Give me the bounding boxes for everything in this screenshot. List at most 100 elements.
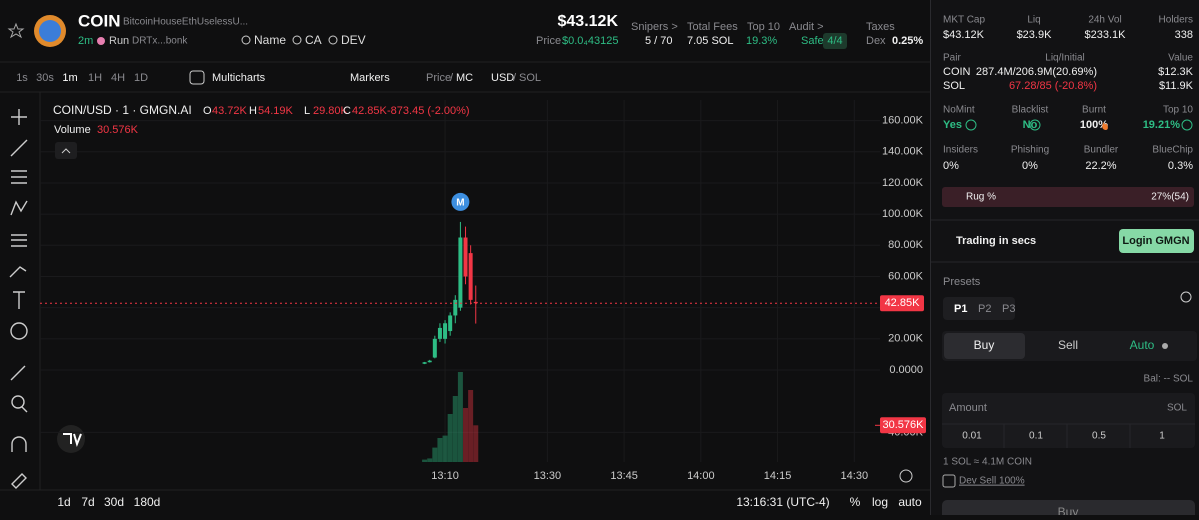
market-cap: $43.12K bbox=[558, 13, 619, 30]
quick-amount[interactable]: 0.01 bbox=[962, 431, 982, 442]
quick-amount[interactable]: 0.1 bbox=[1029, 431, 1043, 442]
scale-option[interactable]: auto bbox=[898, 495, 922, 509]
toggle-label[interactable]: Price bbox=[426, 72, 451, 84]
ohlc-value: 43.72K bbox=[212, 105, 248, 117]
x-tick-label: 14:15 bbox=[764, 470, 792, 482]
flag-label: Phishing bbox=[1011, 145, 1049, 156]
range-button[interactable]: 7d bbox=[81, 495, 94, 509]
scale-option[interactable]: log bbox=[872, 495, 888, 509]
rug-value: 27%(54) bbox=[1151, 192, 1189, 203]
markers-button[interactable]: Markers bbox=[350, 72, 390, 84]
collapse-button[interactable] bbox=[55, 142, 77, 159]
toggle-label[interactable]: MC bbox=[456, 72, 473, 84]
login-label[interactable]: Login GMGN bbox=[1122, 235, 1189, 247]
y-tick-label: 140.00K bbox=[882, 146, 924, 158]
check-icon bbox=[1181, 119, 1193, 131]
search-link[interactable]: Name bbox=[254, 33, 286, 47]
summary-label: Holders bbox=[1159, 15, 1193, 26]
flag-label: Blacklist bbox=[1012, 105, 1049, 116]
x-tick-label: 13:10 bbox=[431, 470, 459, 482]
check-icon bbox=[965, 119, 977, 131]
status-dot bbox=[1162, 343, 1168, 349]
stat-value: 19.3% bbox=[746, 35, 777, 47]
scale-option[interactable]: % bbox=[850, 495, 861, 509]
quick-amount[interactable]: 1 bbox=[1159, 431, 1165, 442]
interval-button[interactable]: 1m bbox=[62, 72, 77, 84]
run-label: Run bbox=[109, 35, 129, 47]
interval-button[interactable]: 1D bbox=[134, 72, 148, 84]
address[interactable]: DRTx...bonk bbox=[132, 36, 188, 47]
toggle-label[interactable]: SOL bbox=[519, 72, 541, 84]
interval-button[interactable]: 4H bbox=[111, 72, 125, 84]
candle-body bbox=[453, 299, 458, 316]
volume-bar bbox=[473, 425, 479, 462]
candle-body bbox=[422, 362, 427, 364]
amount-unit: SOL bbox=[1167, 403, 1187, 414]
table-cell: $11.9K bbox=[1159, 80, 1194, 92]
price-tag-label: 42.85K bbox=[885, 297, 921, 309]
flag-label: Bundler bbox=[1084, 145, 1119, 156]
search-icon bbox=[241, 35, 251, 45]
trade-tab[interactable]: Sell bbox=[1058, 338, 1078, 352]
preset-tab[interactable]: P3 bbox=[1002, 303, 1015, 315]
flag-value: 0% bbox=[943, 160, 959, 172]
candle-body bbox=[468, 253, 473, 300]
login-button[interactable] bbox=[1119, 229, 1194, 253]
flag-value: 0.3% bbox=[1168, 160, 1193, 172]
trade-tab[interactable]: Auto bbox=[1130, 338, 1155, 352]
drawing-tools bbox=[9, 109, 28, 489]
preset-tab[interactable]: P1 bbox=[954, 303, 967, 315]
range-button[interactable]: 30d bbox=[104, 495, 124, 509]
ohlc-key: H bbox=[249, 105, 257, 117]
settings-icon[interactable] bbox=[899, 469, 913, 483]
search-icon bbox=[328, 35, 338, 45]
flag-value: 100% bbox=[1080, 119, 1108, 131]
toggle-label[interactable]: USD bbox=[491, 72, 514, 84]
stat-value: 7.05 SOL bbox=[687, 35, 733, 47]
badge bbox=[823, 33, 847, 49]
token-symbol: COIN bbox=[78, 11, 121, 30]
toggle-separator: / bbox=[450, 72, 454, 84]
star-icon[interactable] bbox=[7, 22, 25, 39]
rug-bar bbox=[942, 187, 1194, 207]
summary-label: 24h Vol bbox=[1088, 15, 1121, 26]
stat-label: Snipers > bbox=[631, 21, 678, 33]
summary-value: $233.1K bbox=[1085, 29, 1127, 41]
flag-label: Top 10 bbox=[1163, 105, 1193, 116]
y-tick-label: 0.0000 bbox=[889, 364, 923, 376]
stat-label: Top 10 bbox=[747, 21, 780, 33]
ohlc-key: L bbox=[304, 105, 310, 117]
volume-bar bbox=[432, 447, 438, 462]
buy-label[interactable]: Buy bbox=[1058, 505, 1079, 519]
amount-box[interactable] bbox=[942, 393, 1195, 448]
table-header: Value bbox=[1168, 53, 1193, 64]
flag-label: NoMint bbox=[943, 105, 975, 116]
quick-amount[interactable]: 0.5 bbox=[1092, 431, 1106, 442]
range-button[interactable]: 1d bbox=[57, 495, 70, 509]
flag-label: BlueChip bbox=[1152, 145, 1193, 156]
trade-tab[interactable]: Buy bbox=[974, 338, 995, 352]
clock: 13:16:31 (UTC-4) bbox=[736, 495, 829, 509]
y-tick-label: 80.00K bbox=[888, 239, 924, 251]
table-cell: COIN bbox=[943, 66, 971, 78]
volume-label: Volume bbox=[54, 124, 91, 136]
multicharts-icon bbox=[189, 70, 205, 85]
search-link[interactable]: CA bbox=[305, 33, 322, 47]
volume-bar bbox=[427, 458, 433, 462]
search-link[interactable]: DEV bbox=[341, 33, 366, 47]
flag-value: 0% bbox=[1022, 160, 1038, 172]
interval-button[interactable]: 1s bbox=[16, 72, 28, 84]
y-tick-label: 160.00K bbox=[882, 114, 924, 126]
checkbox[interactable] bbox=[942, 474, 956, 488]
interval-button[interactable]: 30s bbox=[36, 72, 54, 84]
trade-marker bbox=[451, 192, 470, 211]
settings-icon[interactable] bbox=[1180, 291, 1192, 303]
summary-label: MKT Cap bbox=[943, 15, 985, 26]
flag-label: Burnt bbox=[1082, 105, 1106, 116]
x-tick-label: 14:30 bbox=[841, 470, 869, 482]
token-age: 2m bbox=[78, 35, 93, 47]
preset-tab[interactable]: P2 bbox=[978, 303, 991, 315]
range-button[interactable]: 180d bbox=[134, 495, 161, 509]
interval-button[interactable]: 1H bbox=[88, 72, 102, 84]
multicharts-button[interactable]: Multicharts bbox=[212, 72, 266, 84]
